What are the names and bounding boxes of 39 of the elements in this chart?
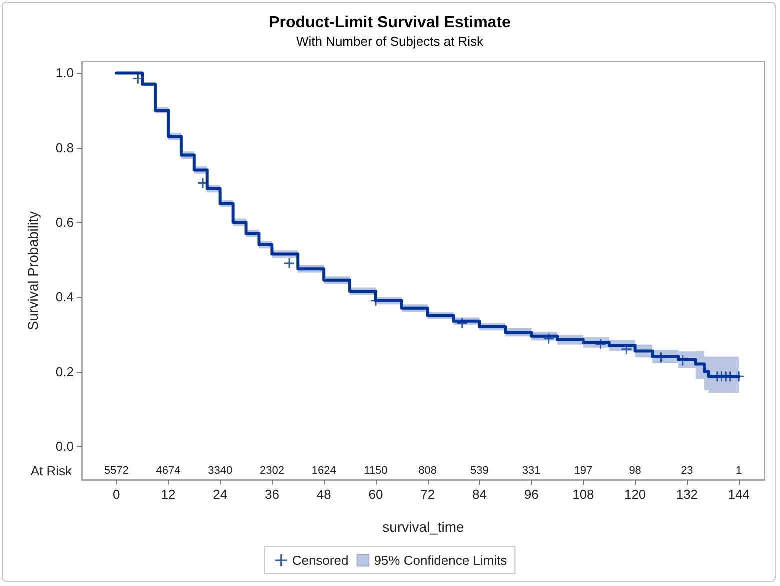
- annotation: 1: [736, 465, 742, 477]
- legend-label: Censored: [292, 553, 349, 568]
- chart-subtitle: With Number of Subjects at Risk: [296, 34, 484, 49]
- annotation: 1624: [312, 465, 336, 477]
- x-tick-label: 12: [161, 487, 176, 502]
- y-tick-label: 0.2: [56, 364, 74, 380]
- x-tick-label: 84: [472, 487, 487, 502]
- annotation: 808: [418, 465, 438, 477]
- annotation: 4674: [156, 465, 181, 477]
- annotation: 5572: [104, 465, 129, 477]
- y-tick-label: 0.0: [56, 438, 74, 454]
- x-tick-label: 144: [728, 487, 750, 502]
- annotation: 23: [681, 465, 694, 477]
- x-tick-label: 132: [676, 487, 698, 502]
- x-tick-label: 96: [524, 487, 539, 502]
- x-tick-label: 120: [624, 487, 646, 502]
- annotation: 98: [629, 465, 642, 477]
- legend-label: 95% Confidence Limits: [374, 553, 508, 568]
- annotation: 539: [470, 465, 489, 477]
- text: At Risk: [30, 464, 72, 478]
- y-tick-label: 1.0: [56, 66, 74, 81]
- y-tick-label: 0.4: [56, 290, 74, 305]
- chart-title: Product-Limit Survival Estimate: [269, 14, 512, 32]
- annotation: 2302: [260, 465, 284, 477]
- x-tick-label: 0: [112, 487, 120, 502]
- x-tick-label: 48: [316, 487, 332, 502]
- y-tick-label: 0.6: [56, 214, 74, 230]
- annotation: 331: [522, 465, 541, 477]
- x-tick-label: 60: [368, 487, 384, 502]
- annotation: 1150: [364, 465, 388, 477]
- x-axis-title: survival_time: [382, 519, 465, 535]
- x-tick-label: 36: [264, 487, 280, 502]
- x-tick-label: 72: [420, 487, 436, 502]
- annotation: 197: [574, 465, 593, 477]
- annotation: 3340: [208, 465, 233, 477]
- x-tick-label: 24: [213, 487, 228, 502]
- y-tick-label: 0.8: [56, 140, 74, 156]
- y-axis-title: Survival Probability: [25, 211, 41, 331]
- x-tick-label: 108: [572, 487, 594, 502]
